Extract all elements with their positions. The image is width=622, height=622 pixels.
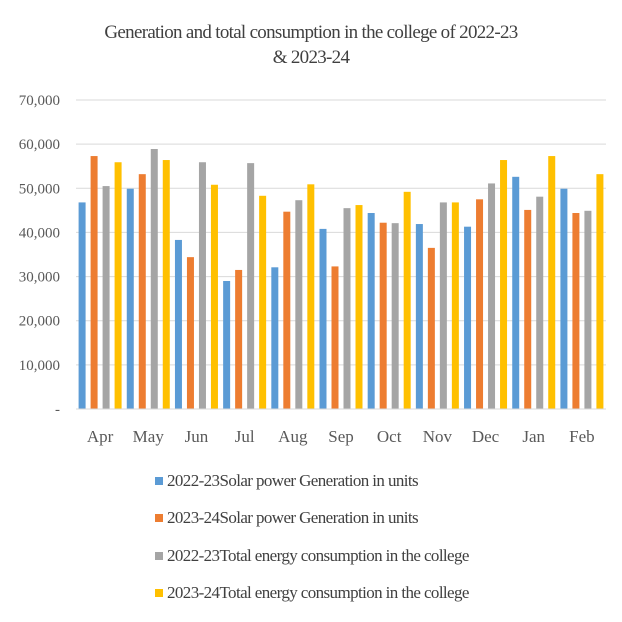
bar-dec-series-2 xyxy=(476,199,484,409)
legend-label: 2023-24Total energy consumption in the c… xyxy=(167,583,469,602)
bar-aug-series-4 xyxy=(307,184,315,409)
x-tick-label: Feb xyxy=(569,427,595,446)
x-tick-label: Jan xyxy=(522,427,545,446)
bar-jun-series-2 xyxy=(186,257,194,409)
y-tick-label: 10,000 xyxy=(19,358,60,374)
bar-sep-series-4 xyxy=(355,205,363,409)
bar-jan-series-4 xyxy=(548,156,556,409)
y-tick-label: 50,000 xyxy=(19,181,60,197)
bar-jan-series-1 xyxy=(512,176,520,409)
bar-apr-series-3 xyxy=(102,186,110,409)
bar-jul-series-4 xyxy=(259,195,267,409)
y-tick-label: 20,000 xyxy=(19,314,60,330)
legend-label: 2022-23Total energy consumption in the c… xyxy=(167,545,469,565)
bar-may-series-1 xyxy=(126,188,134,409)
bar-nov-series-4 xyxy=(451,202,459,409)
chart-title-line: & 2023-24 xyxy=(273,47,351,68)
legend-item-gen-2022-23: 2022-23Solar power Generation in units xyxy=(155,468,469,493)
x-tick-label: May xyxy=(133,427,165,446)
chart-legend: 2022-23Solar power Generation in units 2… xyxy=(155,468,469,618)
bar-jan-series-3 xyxy=(536,196,544,409)
bar-jun-series-4 xyxy=(210,184,218,409)
bar-jul-series-3 xyxy=(247,163,255,409)
bar-nov-series-2 xyxy=(427,247,435,409)
bar-feb-series-4 xyxy=(596,174,604,409)
bar-oct-series-4 xyxy=(403,191,411,409)
x-tick-label: Dec xyxy=(472,427,500,446)
bar-aug-series-3 xyxy=(295,200,303,409)
bar-oct-series-3 xyxy=(391,223,399,409)
bar-feb-series-2 xyxy=(572,213,580,409)
bar-jun-series-3 xyxy=(198,162,206,409)
y-tick-label: 70,000 xyxy=(19,93,60,109)
bar-apr-series-4 xyxy=(114,162,122,409)
bar-sep-series-2 xyxy=(331,266,339,409)
y-tick-label: 40,000 xyxy=(19,225,60,241)
bar-feb-series-3 xyxy=(584,210,592,409)
bar-jul-series-2 xyxy=(235,269,243,409)
x-tick-label: Jul xyxy=(235,427,255,446)
bar-may-series-4 xyxy=(162,160,170,409)
x-tick-label: Sep xyxy=(328,427,354,446)
y-tick-label: - xyxy=(55,402,60,418)
bar-oct-series-2 xyxy=(379,222,387,409)
bar-nov-series-1 xyxy=(415,224,423,409)
chart-title-line: Generation and total consumption in the … xyxy=(104,22,517,43)
legend-label: 2022-23Solar power Generation in units xyxy=(167,470,419,490)
bar-oct-series-1 xyxy=(367,213,375,409)
bar-may-series-2 xyxy=(138,174,146,409)
bar-dec-series-4 xyxy=(500,160,508,409)
bar-nov-series-3 xyxy=(439,202,447,409)
x-tick-label: Apr xyxy=(87,427,114,446)
bar-jan-series-2 xyxy=(524,209,532,409)
x-tick-label: Nov xyxy=(423,427,453,446)
x-tick-label: Jun xyxy=(185,427,209,446)
legend-swatch xyxy=(155,589,163,597)
legend-label: 2023-24Solar power Generation in units xyxy=(167,508,419,527)
y-tick-label: 60,000 xyxy=(19,137,60,153)
legend-swatch xyxy=(155,476,163,485)
legend-item-consumption-2022-23: 2022-23Total energy consumption in the c… xyxy=(155,543,469,568)
bar-aug-series-2 xyxy=(283,211,291,409)
bar-sep-series-3 xyxy=(343,208,351,409)
legend-swatch xyxy=(155,514,163,522)
bar-jul-series-1 xyxy=(223,280,231,409)
legend-item-consumption-2023-24: 2023-24Total energy consumption in the c… xyxy=(155,581,469,606)
y-tick-label: 30,000 xyxy=(19,270,60,286)
bar-dec-series-1 xyxy=(464,226,472,409)
bar-jun-series-1 xyxy=(174,239,182,409)
x-tick-label: Aug xyxy=(278,427,308,446)
bar-feb-series-1 xyxy=(560,188,568,409)
bar-aug-series-1 xyxy=(271,267,279,409)
bar-dec-series-3 xyxy=(488,183,496,409)
x-tick-label: Oct xyxy=(377,427,402,446)
bar-sep-series-1 xyxy=(319,228,327,409)
legend-swatch xyxy=(155,551,163,560)
bar-apr-series-2 xyxy=(90,156,98,409)
legend-item-gen-2023-24: 2023-24Solar power Generation in units xyxy=(155,506,469,531)
bar-apr-series-1 xyxy=(78,202,86,409)
bar-may-series-3 xyxy=(150,148,158,409)
